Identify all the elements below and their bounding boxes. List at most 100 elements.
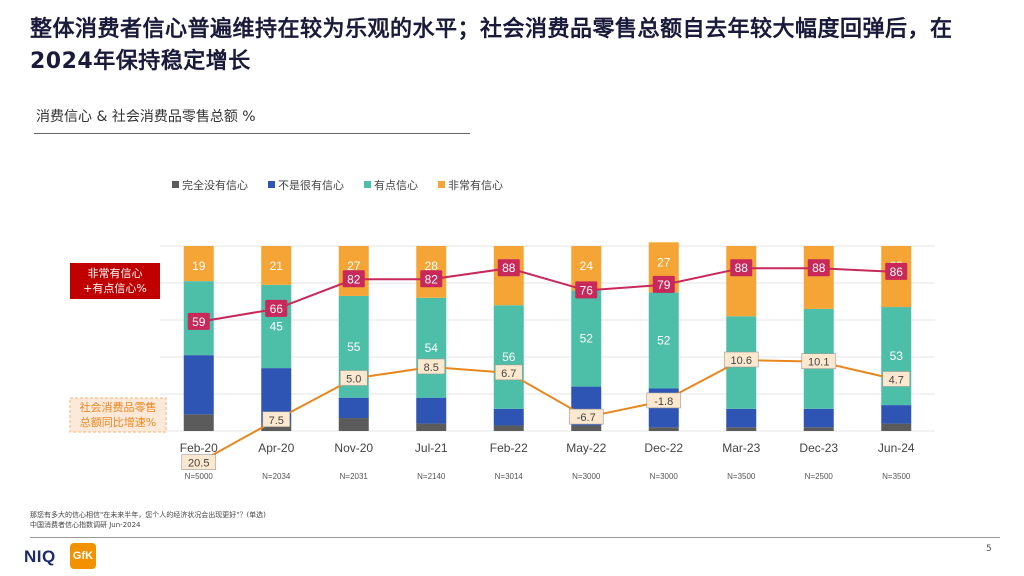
bar-0-6 xyxy=(648,427,679,431)
retail-label-box-8 xyxy=(801,353,837,369)
x-tick-label: Dec-22 xyxy=(644,441,683,455)
legend-swatch-2 xyxy=(364,181,371,188)
gfk-logo: GfK xyxy=(70,543,96,569)
sample-size-label: N=3500 xyxy=(882,472,911,481)
retail-label-box-0 xyxy=(181,454,217,470)
confidence-marker-8 xyxy=(807,259,830,277)
x-tick-label: Jul-21 xyxy=(415,441,448,455)
page-number: 5 xyxy=(986,544,992,554)
sample-size-label: N=5000 xyxy=(185,472,214,481)
confidence-marker-2 xyxy=(342,270,365,288)
confidence-marker-9 xyxy=(885,262,908,280)
bar-1-3 xyxy=(416,397,447,424)
bar-label-3-3: 28 xyxy=(425,259,439,273)
retail-label-6: -1.8 xyxy=(654,396,673,408)
confidence-callout-text: 非常有信心 xyxy=(88,266,143,280)
bar-label-2-1: 45 xyxy=(270,319,284,333)
x-tick-label: Nov-20 xyxy=(334,441,373,455)
sample-size-label: N=3014 xyxy=(495,472,524,481)
sample-size-label: N=3000 xyxy=(650,472,679,481)
confidence-marker-7 xyxy=(730,259,753,277)
confidence-label-8: 88 xyxy=(812,261,826,275)
bar-1-7 xyxy=(726,408,757,428)
bar-3-1 xyxy=(261,246,292,285)
footnote: 那您有多大的信心相信"在未来半年，您个人的经济状况会出现更好"？(单选) 中国消… xyxy=(30,510,266,530)
confidence-label-0: 59 xyxy=(192,315,206,329)
page-title: 整体消费者信心普遍维持在较为乐观的水平；社会消费品零售总额自去年较大幅度回弹后，… xyxy=(30,17,953,74)
bar-label-2-3: 54 xyxy=(425,341,439,355)
legend-label-3: 非常有信心 xyxy=(448,178,503,192)
confidence-line xyxy=(198,267,897,323)
confidence-callout-text: +有点信心% xyxy=(83,281,147,295)
retail-label-box-2 xyxy=(339,370,368,386)
legend-label-0: 完全没有信心 xyxy=(182,178,248,192)
retail-label-box-3 xyxy=(417,358,446,375)
confidence-label-3: 82 xyxy=(425,272,439,286)
x-tick-label: Mar-23 xyxy=(722,441,760,455)
x-tick-label: Apr-20 xyxy=(258,441,294,455)
bar-label-2-4: 56 xyxy=(502,350,516,364)
legend-label-2: 有点信心 xyxy=(374,178,418,192)
sample-size-label: N=2031 xyxy=(340,472,369,481)
bar-2-3 xyxy=(416,297,447,398)
bar-2-5 xyxy=(571,290,602,387)
confidence-label-2: 82 xyxy=(347,272,361,286)
bar-0-4 xyxy=(493,425,524,431)
confidence-marker-4 xyxy=(497,259,520,277)
bar-0-5 xyxy=(571,425,602,431)
retail-label-box-5 xyxy=(568,408,604,425)
confidence-label-7: 88 xyxy=(735,261,749,275)
sample-size-label: N=2500 xyxy=(805,472,834,481)
confidence-marker-5 xyxy=(575,281,598,299)
bar-0-0 xyxy=(183,414,214,431)
bar-label-2-5: 52 xyxy=(580,332,594,346)
bar-label-3-0: 19 xyxy=(192,259,206,273)
sample-size-label: N=3500 xyxy=(727,472,756,481)
confidence-marker-0 xyxy=(187,312,210,330)
confidence-label-5: 76 xyxy=(580,283,594,297)
retail-label-8: 10.1 xyxy=(808,357,829,369)
bar-label-3-2: 27 xyxy=(347,259,361,273)
sample-size-label: N=2034 xyxy=(262,472,291,481)
retail-callout-text: 社会消费品零售 xyxy=(80,400,157,414)
retail-label-5: -6.7 xyxy=(577,412,596,424)
bar-1-0 xyxy=(183,355,214,415)
retail-label-0: 20.5 xyxy=(188,458,209,470)
retail-label-box-6 xyxy=(646,392,682,409)
niq-logo: NIQ xyxy=(24,547,56,566)
retail-callout-box xyxy=(69,397,167,433)
footnote-source: 中国消费者信心指数调研 Jun-2024 xyxy=(30,521,141,529)
bar-3-7 xyxy=(726,246,757,317)
bar-2-1 xyxy=(261,284,292,369)
retail-label-box-7 xyxy=(723,351,759,368)
x-tick-label: May-22 xyxy=(566,441,606,455)
chart-subtitle: 消费信心 & 社会消费品零售总额 % xyxy=(36,109,256,125)
bar-label-3-5: 24 xyxy=(580,259,594,273)
footer-divider xyxy=(30,537,1000,538)
confidence-marker-1 xyxy=(265,299,288,317)
legend-swatch-1 xyxy=(268,181,275,188)
confidence-marker-6 xyxy=(652,275,675,293)
bar-2-9 xyxy=(881,307,912,406)
confidence-label-9: 86 xyxy=(890,265,904,279)
bar-0-7 xyxy=(726,427,757,431)
bar-1-2 xyxy=(338,397,369,419)
sample-size-label: N=3000 xyxy=(572,472,601,481)
retail-label-4: 6.7 xyxy=(501,368,516,380)
bar-label-3-1: 21 xyxy=(270,259,284,273)
retail-callout-text: 总额同比增速% xyxy=(80,415,156,429)
bar-label-2-9: 53 xyxy=(890,349,904,363)
footnote-question: 那您有多大的信心相信"在未来半年，您个人的经济状况会出现更好"？(单选) xyxy=(30,511,266,519)
retail-label-3: 8.5 xyxy=(424,362,439,374)
bar-1-4 xyxy=(493,408,524,426)
bar-3-0 xyxy=(183,246,214,282)
legend-label-1: 不是很有信心 xyxy=(278,178,344,192)
bar-label-2-2: 55 xyxy=(347,340,361,354)
x-tick-label: Feb-20 xyxy=(180,441,218,455)
retail-label-9: 4.7 xyxy=(889,374,904,386)
retail-label-box-9 xyxy=(882,371,911,387)
retail-growth-line xyxy=(198,359,897,464)
confidence-marker-3 xyxy=(420,270,443,288)
confidence-callout-box xyxy=(70,263,160,299)
